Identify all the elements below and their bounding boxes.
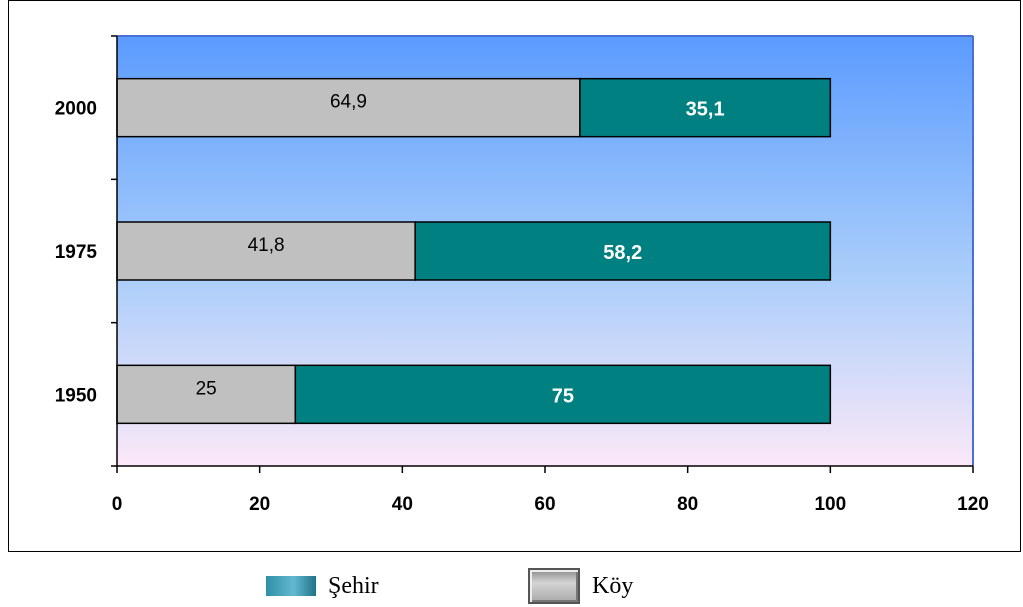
sehir-swatch-icon [266, 576, 316, 596]
x-tick-label-100: 100 [814, 494, 846, 515]
bar-sehir-2000 [579, 77, 832, 138]
category-label-2000: 2000 [55, 99, 97, 120]
x-tick-label-120: 120 [957, 494, 989, 515]
koy-swatch-icon [528, 568, 580, 604]
bar-koy-1975 [116, 221, 416, 281]
bar-chart: 25 75 1950 41,8 58,2 1975 64,9 35,1 2000 0 20 40 60 8… [55, 35, 989, 515]
data-label-koy-1975: 41,8 [248, 235, 285, 256]
data-label-sehir-1975: 58,2 [603, 242, 642, 264]
category-label-1975: 1975 [55, 242, 98, 263]
legend-label-sehir: Şehir [328, 572, 379, 599]
legend-label-koy: Köy [592, 572, 634, 599]
data-label-koy-1950: 25 [196, 378, 217, 399]
x-tick-label-0: 0 [112, 494, 123, 515]
data-label-sehir-2000: 35,1 [686, 99, 725, 121]
bar-sehir-1950 [294, 364, 832, 425]
bar-sehir-1975 [414, 221, 832, 281]
x-tick-label-40: 40 [392, 494, 413, 515]
x-tick-label-80: 80 [677, 494, 698, 515]
legend-item-koy: Köy [528, 566, 633, 606]
chart-frame: 25 75 1950 41,8 58,2 1975 64,9 35,1 2000 0 20 40 60 8… [8, 0, 1021, 552]
category-label-1950: 1950 [55, 385, 97, 406]
data-label-sehir-1950: 75 [552, 385, 574, 407]
data-label-koy-2000: 64,9 [330, 92, 367, 113]
x-tick-label-20: 20 [249, 494, 270, 515]
legend-item-sehir: Şehir [266, 566, 379, 606]
bar-koy-1950 [116, 364, 297, 425]
bar-koy-2000 [116, 77, 581, 138]
x-tick-label-60: 60 [534, 494, 555, 515]
